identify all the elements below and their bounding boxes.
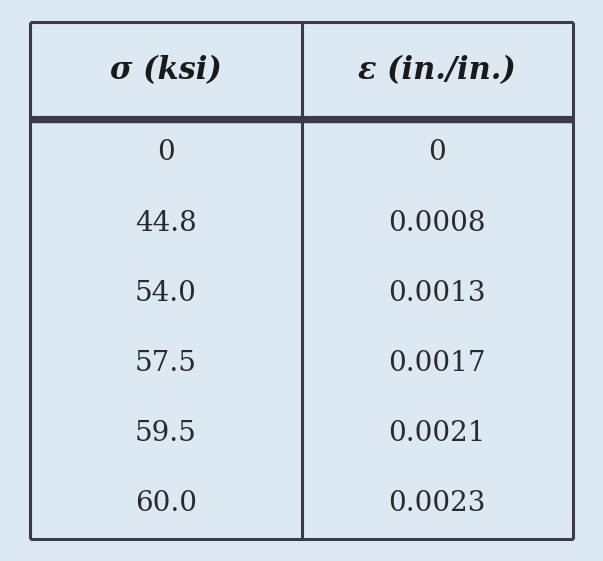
Text: 0.0008: 0.0008 xyxy=(388,210,486,237)
Text: σ (ksi): σ (ksi) xyxy=(110,54,222,86)
Bar xyxy=(30,22,573,539)
Text: 60.0: 60.0 xyxy=(135,490,197,517)
Text: 59.5: 59.5 xyxy=(135,420,197,447)
Text: 0: 0 xyxy=(428,140,446,167)
Text: 0.0017: 0.0017 xyxy=(388,350,486,377)
Text: 0: 0 xyxy=(157,140,175,167)
Text: 0.0023: 0.0023 xyxy=(388,490,486,517)
Text: 0.0021: 0.0021 xyxy=(388,420,486,447)
Text: 44.8: 44.8 xyxy=(135,210,197,237)
Text: 0.0013: 0.0013 xyxy=(388,280,486,307)
Text: 57.5: 57.5 xyxy=(135,350,197,377)
Text: ε (in./in.): ε (in./in.) xyxy=(358,54,516,86)
Text: 54.0: 54.0 xyxy=(135,280,197,307)
